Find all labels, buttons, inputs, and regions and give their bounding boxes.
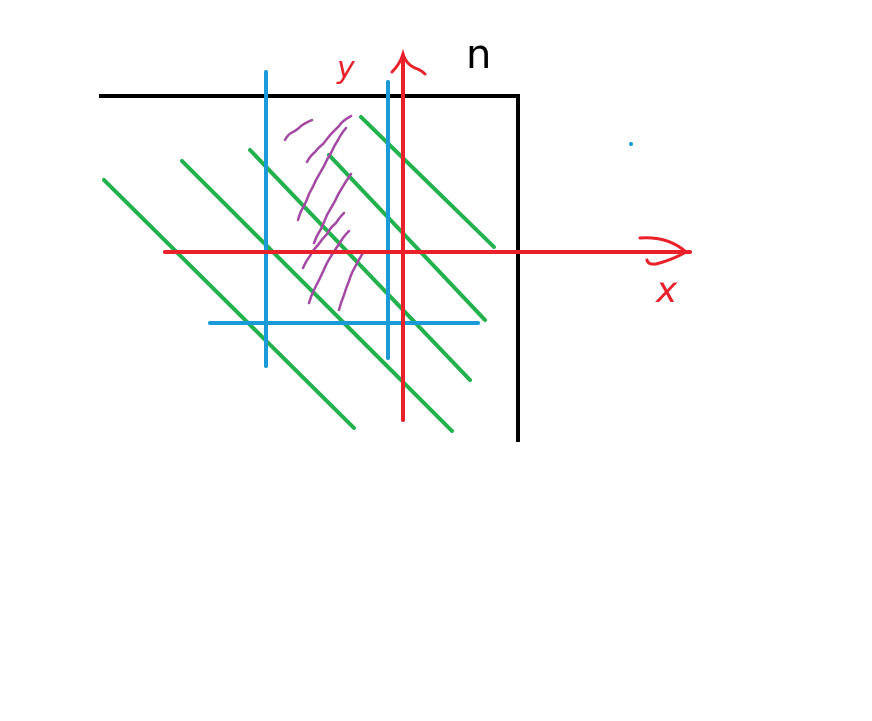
diagonal-lines <box>102 115 496 433</box>
shading-stroke-2 <box>305 114 353 164</box>
shading-stroke-4 <box>312 172 353 245</box>
diagonal-line-5 <box>359 115 496 249</box>
shading-stroke-7 <box>337 251 365 312</box>
diagonal-line-1 <box>102 178 356 430</box>
diagonal-line-2 <box>180 159 454 433</box>
y-axis-arrowhead <box>390 48 427 76</box>
diagonal-line-4 <box>327 153 487 322</box>
boundary <box>99 94 520 442</box>
shading-stroke-3 <box>296 126 348 222</box>
shaded-region <box>283 114 365 312</box>
shading-stroke-6 <box>307 229 351 305</box>
corner-label: n <box>466 32 491 78</box>
y-axis-label: y <box>336 51 356 86</box>
shading-stroke-1 <box>283 118 314 142</box>
axes <box>163 53 692 422</box>
x-axis-arrowhead <box>638 236 689 266</box>
blue-bounds <box>208 70 480 368</box>
x-axis-label: x <box>655 270 678 311</box>
stray-dot <box>629 142 633 146</box>
diagonal-line-3 <box>248 148 472 382</box>
shading-stroke-5 <box>301 211 346 270</box>
